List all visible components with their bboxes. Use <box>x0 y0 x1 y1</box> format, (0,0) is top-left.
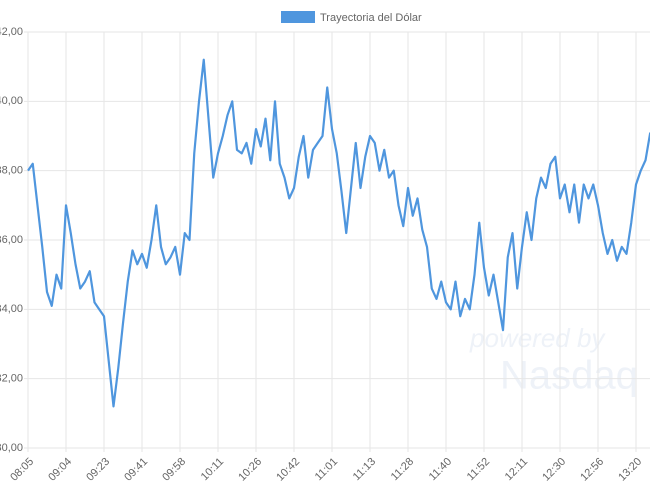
line-series <box>27 58 650 408</box>
x-tick-label: 10:26 <box>236 456 264 484</box>
x-tick-label: 11:28 <box>389 456 416 483</box>
y-tick-label: 40,00 <box>0 95 23 107</box>
y-tick-label: 30,00 <box>0 442 23 454</box>
y-tick-label: 34,00 <box>0 303 23 315</box>
x-tick-label: 11:13 <box>351 456 378 483</box>
legend-swatch <box>281 11 315 23</box>
x-tick-label: 09:58 <box>160 456 188 484</box>
legend-label: Trayectoria del Dólar <box>320 12 422 24</box>
x-tick-label: 08:05 <box>8 456 36 484</box>
x-tick-label: 11:52 <box>465 456 492 483</box>
x-tick-label: 09:23 <box>84 456 112 484</box>
x-tick-label: 11:40 <box>427 456 454 483</box>
x-tick-label: 10:11 <box>199 456 226 483</box>
x-tick-label: 12:56 <box>578 456 606 484</box>
y-tick-label: 42,00 <box>0 26 23 38</box>
y-tick-label: 32,00 <box>0 373 23 385</box>
x-tick-label: 10:42 <box>274 456 302 484</box>
x-tick-label: 12:30 <box>540 456 568 484</box>
x-tick-label: 09:04 <box>46 456 74 484</box>
watermark: powered by <box>469 323 606 353</box>
watermark: Nasdaq <box>500 354 638 398</box>
y-tick-label: 38,00 <box>0 165 23 177</box>
y-tick-label: 36,00 <box>0 234 23 246</box>
x-tick-label: 12:11 <box>503 456 530 483</box>
x-tick-label: 11:01 <box>313 456 340 483</box>
x-tick-label: 09:41 <box>122 456 150 484</box>
x-tick-label: 13:20 <box>616 456 644 484</box>
